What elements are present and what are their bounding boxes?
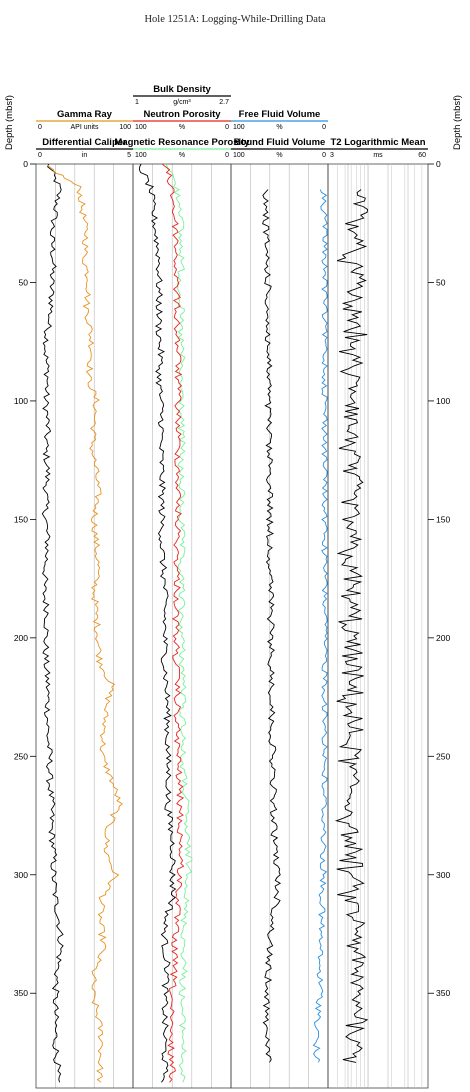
header-scale-min: 100 (233, 152, 245, 159)
header-name: Bound Fluid Volume (234, 137, 326, 148)
bulk-density-curve (138, 163, 177, 1083)
depth-axis-label: Depth (mbsf) (452, 95, 463, 150)
header-scale-min: 100 (135, 152, 147, 159)
depth-tick-label: 100 (436, 396, 450, 406)
header-name: Differential Caliper (42, 137, 127, 148)
depth-tick-label: 150 (436, 514, 450, 524)
header-scale-unit: g/cm³ (173, 99, 191, 106)
depth-tick-label: 0 (23, 159, 28, 169)
depth-tick-label: 100 (14, 396, 28, 406)
header-scale-unit: ms (373, 152, 383, 159)
header-scale-min: 1 (135, 99, 139, 106)
depth-tick-label: 200 (14, 633, 28, 643)
depth-axis-label: Depth (mbsf) (4, 95, 15, 150)
header-scale-max: 5 (127, 152, 131, 159)
header-name: Free Fluid Volume (239, 109, 321, 120)
header-name: Gamma Ray (57, 109, 113, 120)
depth-tick-label: 150 (14, 514, 28, 524)
header-scale-unit: % (179, 124, 185, 131)
header-scale-max: 0 (225, 152, 229, 159)
t2-log-mean-curve (334, 189, 369, 1063)
depth-tick-label: 300 (14, 870, 28, 880)
header-scale-unit: % (179, 152, 185, 159)
depth-tick-label: 300 (436, 870, 450, 880)
header-scale-max: 2.7 (219, 99, 229, 106)
depth-tick-label: 200 (436, 633, 450, 643)
header-name: Bulk Density (153, 84, 211, 95)
depth-tick-label: 50 (19, 277, 29, 287)
header-scale-max: 0 (225, 124, 229, 131)
header-scale-min: 0 (38, 152, 42, 159)
mr-porosity-curve (164, 163, 193, 1083)
gamma-ray-curve (46, 163, 123, 1083)
header-scale-max: 0 (322, 124, 326, 131)
header-scale-min: 100 (135, 124, 147, 131)
neutron-porosity-curve (161, 163, 185, 1083)
header-scale-unit: in (82, 152, 88, 159)
depth-tick-label: 350 (436, 988, 450, 998)
track-4-frame (327, 163, 429, 1089)
free-fluid-volume-curve (312, 189, 328, 1063)
track-3-frame (230, 163, 329, 1089)
header-name: Magnetic Resonance Porosity (114, 137, 250, 148)
depth-tick-label: 0 (436, 159, 441, 169)
header-scale-max: 60 (418, 152, 426, 159)
depth-tick-label: 350 (14, 988, 28, 998)
track-2-frame (132, 163, 232, 1089)
header-scale-min: 100 (233, 124, 245, 131)
chart-title: Hole 1251A: Logging-While-Drilling Data (144, 14, 326, 25)
header-name: Neutron Porosity (143, 109, 221, 120)
depth-tick-label: 250 (14, 751, 28, 761)
header-scale-min: 0 (38, 124, 42, 131)
header-scale-max: 100 (119, 124, 131, 131)
depth-tick-label: 250 (436, 751, 450, 761)
header-scale-min: 3 (330, 152, 334, 159)
bound-fluid-volume-curve (262, 189, 282, 1063)
header-name: T2 Logarithmic Mean (330, 137, 425, 148)
header-scale-unit: % (276, 152, 282, 159)
header-scale-unit: % (276, 124, 282, 131)
header-scale-unit: API units (70, 124, 99, 131)
track-1-frame (35, 163, 134, 1089)
header-scale-max: 0 (322, 152, 326, 159)
differential-caliper-curve (41, 163, 64, 1083)
depth-tick-label: 50 (436, 277, 446, 287)
